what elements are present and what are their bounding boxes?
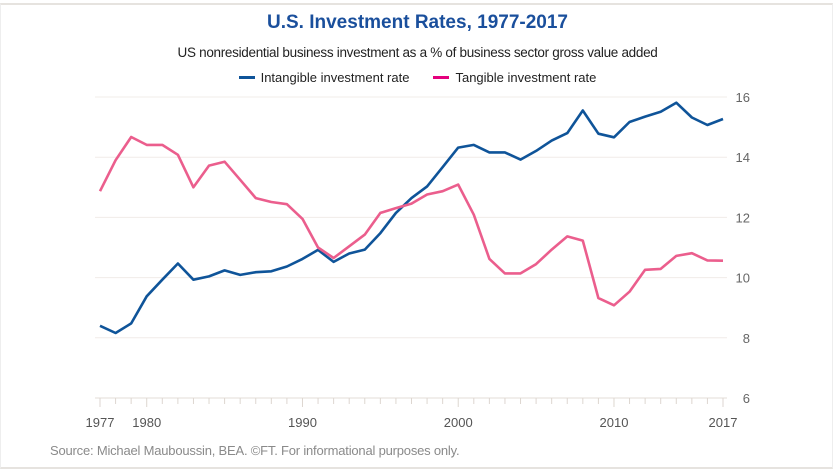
x-tick-label: 2000 — [444, 415, 473, 430]
y-tick-label: 12 — [736, 210, 750, 225]
chart-title: U.S. Investment Rates, 1977-2017 — [267, 12, 568, 33]
legend-label-intangible: Intangible investment rate — [260, 70, 410, 85]
y-tick-label: 14 — [736, 150, 750, 165]
chart-subtitle: US nonresidential business investment as… — [177, 45, 658, 60]
x-tick-label: 1990 — [288, 415, 317, 430]
legend-item-tangible: Tangible investment rate — [433, 70, 596, 85]
source-note: Source: Michael Mauboussin, BEA. ©FT. Fo… — [50, 443, 460, 458]
y-tick-label: 10 — [736, 271, 750, 286]
y-tick-label: 6 — [743, 391, 750, 406]
chart-frame — [0, 3, 833, 469]
legend: Intangible investment rate Tangible inve… — [0, 70, 835, 85]
series-line-tangible — [98, 135, 724, 307]
x-tick-label: 2017 — [709, 415, 738, 430]
legend-label-tangible: Tangible investment rate — [455, 70, 597, 85]
x-tick-label: 1977 — [86, 415, 115, 430]
y-tick-label: 8 — [743, 331, 750, 346]
legend-item-intangible: Intangible investment rate — [238, 70, 410, 85]
x-tick-label: 1980 — [132, 415, 161, 430]
y-tick-label: 16 — [736, 90, 750, 105]
legend-swatch-intangible — [238, 76, 255, 79]
series-line-intangible — [99, 101, 724, 335]
x-tick-label: 2010 — [600, 415, 629, 430]
legend-swatch-tangible — [433, 76, 450, 79]
